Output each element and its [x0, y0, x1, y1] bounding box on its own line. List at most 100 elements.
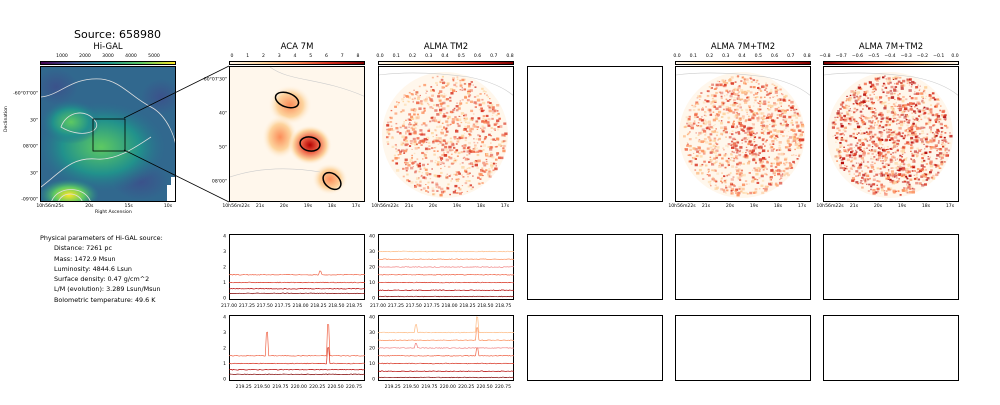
tm2a-cbar-tick: 0.2: [705, 54, 714, 59]
spectrum-tm2-spw2-series-2: [378, 362, 515, 365]
spectrum-tm2-spw2-ytick: 40: [369, 315, 375, 321]
param-mass: Mass: 1472.9 Msun: [54, 254, 116, 263]
param-lm-ratio: L/M (evolution): 3.289 Lsun/Msun: [54, 285, 161, 294]
aca-x-tick: 18s: [327, 204, 337, 209]
spectrum-tm2-spw2-xtick: 220.00: [440, 384, 456, 390]
tm2-7m-a-title: ALMA 7M+TM2: [710, 42, 776, 52]
tm2-7m-a-image: [675, 66, 811, 202]
aca-cbar-tick: 5: [309, 54, 313, 59]
spectrum-tm2-spw1-xtick: 218.50: [477, 303, 493, 309]
spectrum-aca-spw2-series-0: [228, 373, 366, 376]
higal-x-tick: 10h56m25s: [36, 204, 64, 209]
tm2-x-tick: 20s: [428, 204, 438, 209]
spectrum-aca-spw1-xtick: 217.00: [221, 303, 237, 309]
higal-title: Hi-GAL: [93, 42, 123, 52]
higal-cbar-tick: 1000: [56, 54, 68, 59]
spectrum-tm2-spw2-plot: 219.25 219.50 219.75 220.00 220.25 220.50 220.…: [369, 315, 515, 390]
empty-spectrum-5: [675, 315, 811, 381]
spectrum-aca-spw2-xtick: 220.50: [328, 384, 344, 390]
empty-spectrum-2: [675, 234, 811, 300]
aca-x-tick: 17s: [351, 204, 361, 209]
tm2b-cbar-tick: 0.0: [951, 54, 959, 59]
tm2-image: [378, 66, 514, 202]
spectrum-aca-spw1-xtick: 217.75: [275, 303, 291, 309]
spectrum-tm2-spw1-plot: 217.00 217.25 217.50 217.75 218.00 218.25 218.…: [369, 234, 515, 309]
aca-y-tick: 40": [219, 111, 227, 117]
empty-spectrum-3: [823, 234, 959, 300]
param-bolometric-temperature: Bolometric temperature: 49.6 K: [54, 295, 156, 304]
spectrum-tm2-spw1-ytick: 40: [369, 234, 375, 240]
spectrum-tm2-spw2-xtick: 219.50: [403, 384, 419, 390]
spectrum-aca-spw2-xtick: 219.25: [236, 384, 252, 390]
spectrum-aca-spw1-series-3: [228, 270, 366, 276]
tm2b-cbar-tick: −0.7: [835, 54, 847, 59]
tm2-map: [379, 67, 513, 201]
tm2-cbar-tick: 0.2: [408, 54, 417, 59]
spectrum-aca-spw2-ytick: 2: [223, 346, 226, 352]
aca-cbar-tick: 2: [262, 54, 265, 59]
tm2-title: ALMA TM2: [423, 42, 469, 52]
spectrum-tm2-spw2-xtick: 219.75: [421, 384, 437, 390]
tm2a-cbar-tick: 0.0: [673, 54, 681, 59]
tm2a-x-tick: 20s: [725, 204, 735, 209]
tm2-7m-a-map: [676, 67, 810, 201]
tm2-cbar-tick: 0.8: [506, 54, 514, 59]
params-heading: Physical parameters of Hi-GAL source:: [40, 234, 163, 242]
spectrum-tm2-spw2-xtick: 220.25: [458, 384, 474, 390]
spectrum-tm2-spw1-xtick: 218.00: [442, 303, 458, 309]
tm2-cbar-tick: 0.6: [473, 54, 482, 59]
param-luminosity: Luminosity: 4844.6 Lsun: [54, 264, 132, 273]
spectrum-tm2-spw2-series-5: [377, 327, 515, 342]
spectrum-tm2-spw2-series-4: [377, 342, 515, 349]
tm2-cbar-tick: 0.3: [425, 54, 433, 59]
spectrum-tm2-spw2-ytick: 10: [369, 361, 375, 367]
tm2a-x-tick: 18s: [773, 204, 783, 209]
spectrum-tm2-spw1-ytick: 0: [372, 296, 375, 302]
aca-y-tick: 50": [219, 145, 227, 151]
spectrum-tm2-spw1-xtick: 217.50: [406, 303, 422, 309]
tm2b-cbar-tick: −0.2: [916, 54, 929, 59]
tm2b-cbar-tick: −0.1: [933, 54, 945, 59]
spectrum-aca-spw1-ytick: 0: [223, 296, 226, 302]
spectrum-tm2-spw2-ytick: 0: [372, 377, 375, 383]
physical-parameters: Physical parameters of Hi-GAL source: Di…: [40, 233, 163, 305]
spectrum-aca-spw1-xtick: 217.50: [257, 303, 273, 309]
spectrum-aca-spw1-series-2: [228, 281, 366, 284]
tm2b-cbar-tick: −0.8: [819, 54, 831, 59]
aca-cbar-tick: 7: [340, 54, 344, 59]
higal-cbar-tick: 4000: [125, 54, 137, 59]
tm2-colorbar: [378, 61, 514, 65]
tm2-cbar-tick: 0.7: [490, 54, 498, 59]
spectrum-tm2-spw2-series-6: [377, 316, 515, 334]
spectrum-aca-spw1-xtick: 218.00: [293, 303, 309, 309]
aca-cbar-tick: 1: [246, 54, 250, 59]
spectrum-tm2-spw1-series-4: [377, 266, 515, 268]
tm2-cbar-tick: 0.5: [457, 54, 465, 59]
spectrum-tm2-spw1-series-2: [377, 281, 514, 284]
spectrum-tm2-spw2-series-0: [377, 376, 514, 379]
spectrum-tm2-spw1-ytick: 20: [369, 265, 375, 271]
tm2-7m-b-title: ALMA 7M+TM2: [858, 42, 924, 52]
spectrum-aca-spw2-ytick: 4: [223, 315, 226, 321]
higal-y-tick: -09'00": [21, 197, 38, 203]
spectrum-aca-spw1-ytick: 2: [223, 265, 226, 271]
empty-image-panel: [527, 66, 663, 202]
aca-image: [229, 66, 365, 202]
spectrum-aca-spw2: [229, 315, 365, 381]
higal-x-tick: 10s: [163, 204, 173, 209]
tm2a-cbar-tick: 0.8: [803, 54, 811, 59]
spectrum-aca-spw2-series-1: [228, 368, 365, 371]
higal-cbar-tick: 2000: [79, 54, 91, 59]
tm2-cbar-tick: 0.4: [441, 54, 449, 59]
higal-xlabel: Right Ascension: [95, 210, 132, 215]
aca-cbar-tick: 6: [325, 54, 328, 59]
aca-map: [230, 67, 364, 201]
tm2-cbar-tick: 0.1: [392, 54, 400, 59]
spectrum-tm2-spw2-xtick: 220.50: [477, 384, 493, 390]
spectrum-aca-spw1-ytick: 3: [223, 249, 226, 255]
aca-cbar-tick: 3: [277, 54, 281, 59]
tm2b-x-tick: 18s: [921, 204, 931, 209]
tm2b-cbar-tick: −0.3: [900, 54, 912, 59]
spectrum-aca-spw2-xtick: 220.75: [346, 384, 362, 390]
spectrum-tm2-spw2-series-1: [377, 370, 515, 373]
